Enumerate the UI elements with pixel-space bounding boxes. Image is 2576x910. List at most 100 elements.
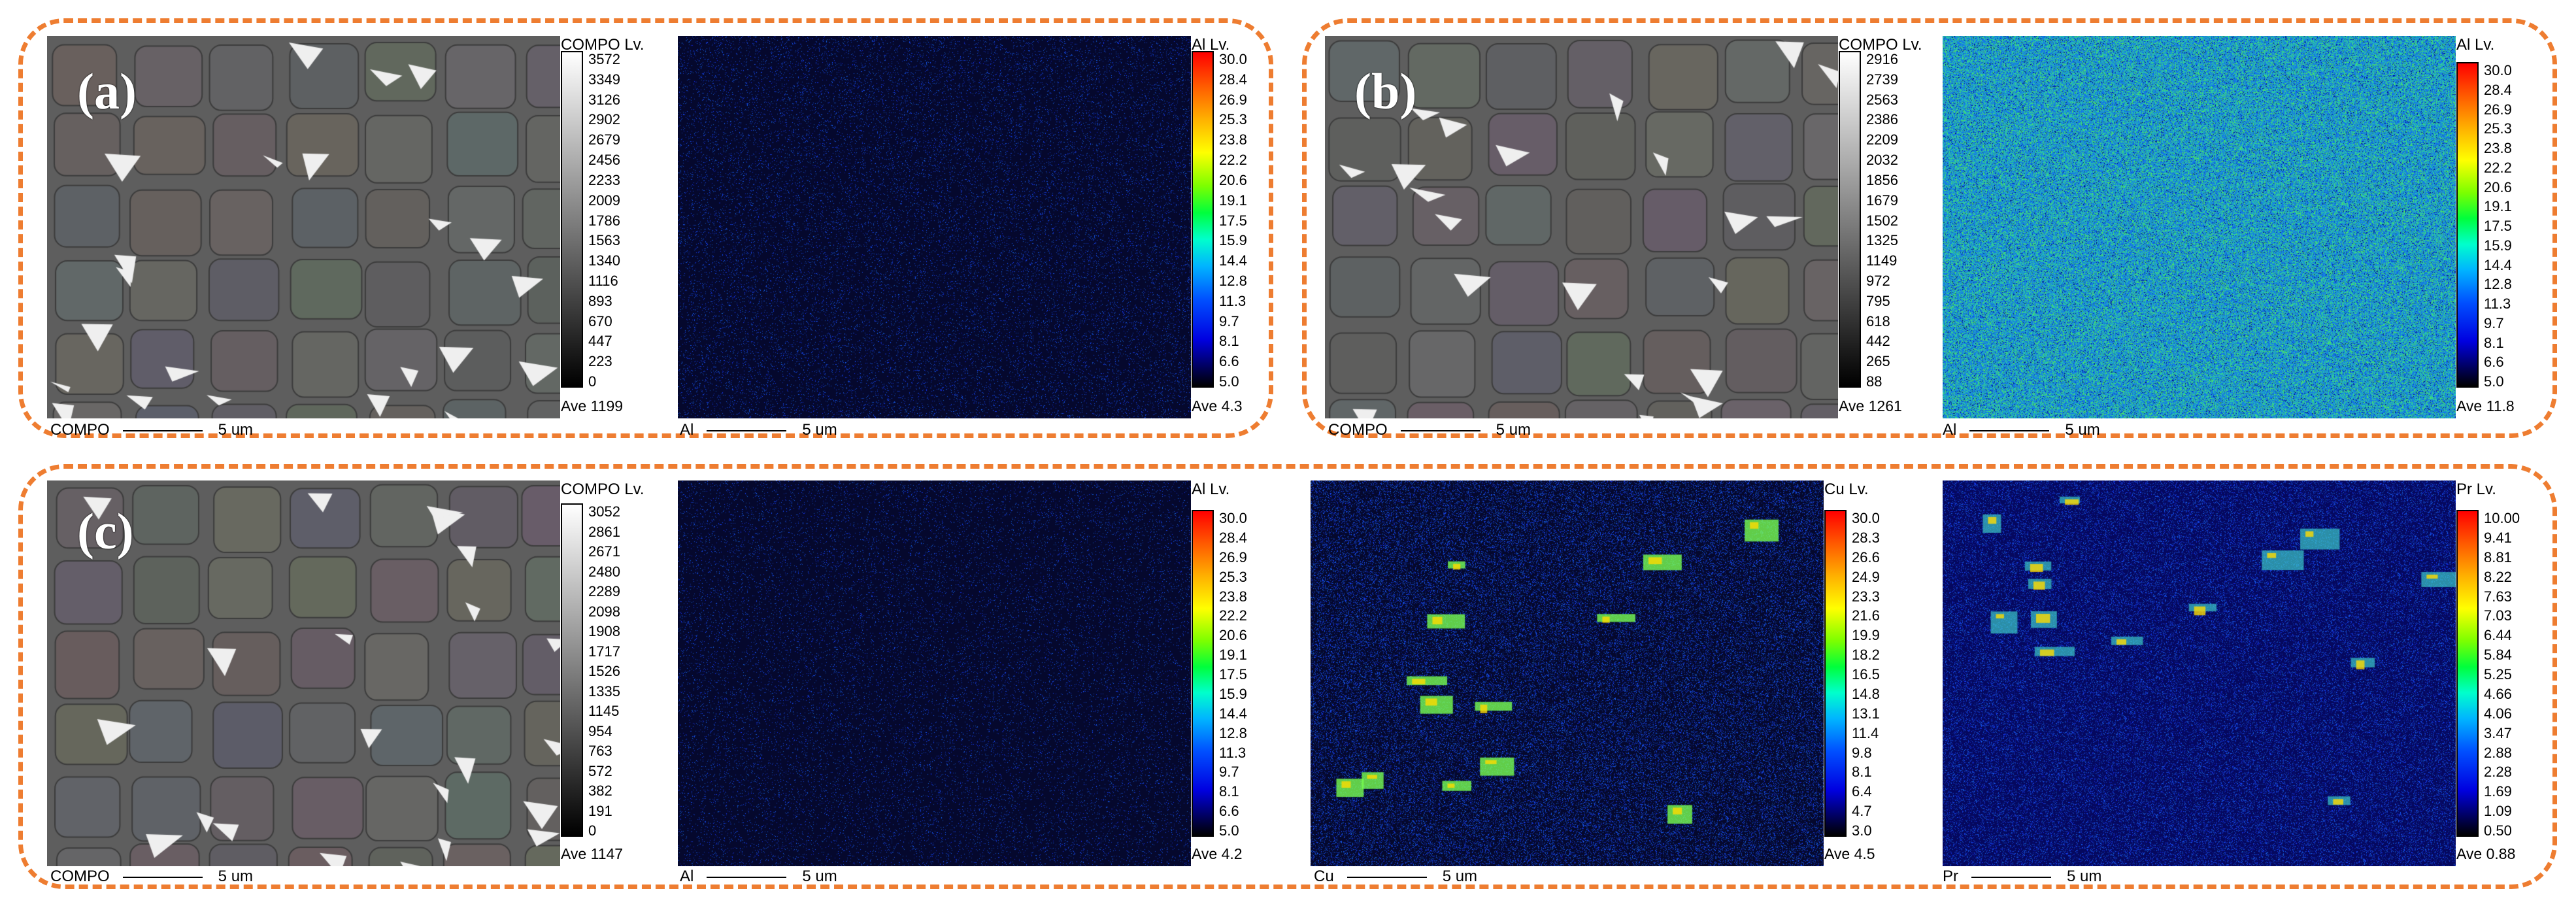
al-scale-values-b: 30.0 28.4 26.9 25.3 23.8 22.2 20.6 19.1 17.5 15.9…	[2484, 62, 2530, 390]
scale-value: 28.4	[1219, 529, 1247, 546]
scale-value: 223	[588, 353, 612, 370]
al-caption-b: Al 5 um	[1943, 421, 2100, 439]
scale-value: 2098	[588, 603, 620, 620]
caption-label: COMPO	[1328, 421, 1388, 439]
scale-value: 0.50	[2484, 822, 2512, 839]
scale-text: 5 um	[1442, 868, 1478, 885]
scale-value: 5.0	[1219, 822, 1239, 839]
scale-value: 20.6	[1219, 627, 1247, 644]
scale-line	[122, 876, 203, 878]
scale-value: 442	[1866, 333, 1890, 350]
scale-value: 22.2	[1219, 607, 1247, 624]
scale-value: 12.8	[2484, 276, 2512, 293]
compo-scale-title-a: COMPO Lv.	[561, 36, 644, 54]
scale-value: 17.5	[2484, 218, 2512, 234]
scale-value: 12.8	[1219, 724, 1247, 741]
scale-value: 23.3	[1852, 588, 1880, 605]
cu-average-c: Ave 4.5	[1824, 845, 1875, 862]
scale-value: 4.06	[2484, 705, 2512, 722]
scale-value: 2209	[1866, 131, 1898, 148]
scale-value: 1116	[588, 272, 618, 289]
scale-value: 447	[588, 333, 612, 350]
al-scale-title-a: Al Lv.	[1192, 36, 1230, 54]
scale-text: 5 um	[218, 868, 254, 885]
scale-value: 30.0	[1219, 510, 1247, 526]
scale-value: 954	[588, 722, 612, 739]
scale-value: 1679	[1866, 192, 1898, 209]
compo-image-b	[1325, 36, 1838, 418]
scale-value: 9.7	[1219, 312, 1239, 329]
al-scale-title-c: Al Lv.	[1192, 480, 1230, 498]
compo-scale-title-b: COMPO Lv.	[1839, 36, 1922, 54]
scale-text: 5 um	[802, 868, 837, 885]
scale-value: 8.1	[1219, 783, 1239, 800]
scale-value: 2.88	[2484, 744, 2512, 761]
scale-value: 6.6	[1219, 803, 1239, 820]
scale-value: 2902	[588, 111, 620, 128]
caption-label: COMPO	[50, 868, 110, 885]
compo-scale-bar-a	[561, 51, 583, 388]
scale-value: 763	[588, 743, 612, 759]
scale-value: 23.8	[2484, 140, 2512, 156]
scale-value: 3052	[588, 503, 620, 520]
scale-value: 8.22	[2484, 568, 2512, 585]
scale-value: 20.6	[2484, 178, 2512, 195]
scale-value: 1335	[588, 682, 620, 699]
scale-value: 14.4	[1219, 252, 1247, 269]
scale-value: 16.5	[1852, 666, 1880, 682]
scale-value: 19.9	[1852, 627, 1880, 644]
scale-text: 5 um	[2065, 421, 2100, 439]
pr-map-c	[1943, 480, 2456, 866]
compo-average-c: Ave 1147	[561, 845, 624, 862]
scale-value: 9.7	[1219, 764, 1239, 781]
scale-value: 30.0	[2484, 62, 2512, 78]
scale-value: 28.4	[1219, 71, 1247, 88]
al-scale-values-c: 30.0 28.4 26.9 25.3 23.8 22.2 20.6 19.1 17.5 15.9…	[1219, 510, 1265, 839]
scale-value: 2739	[1866, 71, 1898, 88]
scale-value: 5.25	[2484, 666, 2512, 682]
scale-value: 26.9	[1219, 91, 1247, 108]
compo-scale-values-a: 3572 3349 3126 2902 2679 2456 2233 2009 1786 1563…	[588, 51, 647, 390]
scale-value: 1526	[588, 663, 620, 679]
compo-caption-a: COMPO 5 um	[50, 421, 253, 439]
scale-value: 191	[588, 802, 612, 819]
caption-label: Al	[680, 868, 694, 885]
scale-value: 1786	[588, 212, 620, 229]
scale-value: 6.6	[2484, 354, 2504, 371]
scale-value: 12.8	[1219, 272, 1247, 289]
scale-value: 2.28	[2484, 764, 2512, 781]
scale-value: 3572	[588, 51, 620, 67]
al-map-b	[1943, 36, 2456, 418]
panel-label-a: (a)	[77, 63, 137, 120]
scale-value: 13.1	[1852, 705, 1880, 722]
scale-value: 2916	[1866, 51, 1898, 67]
al-average-a: Ave 4.3	[1192, 397, 1243, 414]
scale-value: 4.7	[1852, 803, 1872, 820]
scale-value: 30.0	[1852, 510, 1880, 526]
scale-value: 2671	[588, 543, 620, 560]
caption-label: Al	[1943, 421, 1957, 439]
scale-value: 1145	[588, 703, 620, 719]
scale-value: 11.3	[1219, 292, 1246, 309]
scale-value: 8.81	[2484, 548, 2512, 565]
scale-value: 3349	[588, 71, 620, 88]
compo-scale-bar-c	[561, 503, 583, 837]
scale-line	[1400, 430, 1480, 431]
scale-value: 18.2	[1852, 647, 1880, 664]
al-average-c: Ave 4.2	[1192, 845, 1243, 862]
scale-value: 14.4	[2484, 256, 2512, 273]
compo-scale-values-b: 2916 2739 2563 2386 2209 2032 1856 1679 1502 1325…	[1866, 51, 1925, 390]
al-scale-bar-b	[2456, 62, 2479, 388]
al-map-a	[678, 36, 1191, 418]
scale-value: 1340	[588, 252, 620, 269]
compo-image-a	[47, 36, 560, 418]
scale-value: 572	[588, 762, 612, 779]
scale-value: 26.9	[1219, 548, 1247, 565]
pr-caption-c: Pr 5 um	[1943, 868, 2101, 886]
scale-value: 0	[588, 373, 597, 390]
scale-value: 1502	[1866, 212, 1898, 229]
al-caption-a: Al 5 um	[680, 421, 837, 439]
scale-value: 11.3	[2484, 295, 2511, 312]
scale-value: 2563	[1866, 91, 1898, 108]
scale-text: 5 um	[1496, 421, 1531, 439]
